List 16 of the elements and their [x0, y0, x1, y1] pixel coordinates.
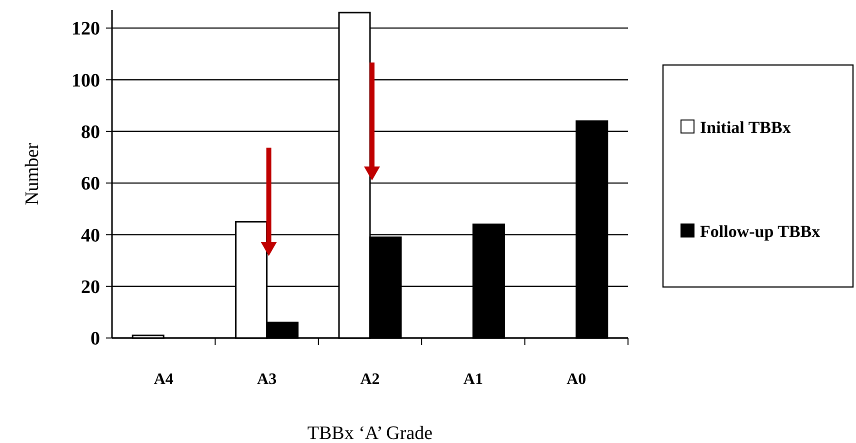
- y-tick-label: 0: [90, 328, 100, 350]
- y-axis-title: Number: [22, 142, 43, 206]
- y-tick-label: 120: [72, 18, 100, 40]
- x-axis-title: TBBx ‘A’ Grade: [307, 423, 433, 443]
- x-tick-label: A2: [360, 371, 380, 388]
- x-tick-label: A1: [463, 371, 483, 388]
- y-tick-label: 80: [81, 122, 100, 144]
- y-tick-label: 20: [81, 276, 100, 298]
- legend-label: Follow-up TBBx: [700, 222, 821, 241]
- x-tick-label: A4: [154, 371, 174, 388]
- x-tick-label: A0: [566, 371, 586, 388]
- y-tick-label: 100: [72, 70, 100, 92]
- y-tick-label: 40: [81, 225, 100, 246]
- legend-label: Initial TBBx: [700, 118, 792, 137]
- y-tick-label: 60: [81, 174, 100, 195]
- x-tick-label: A3: [257, 371, 277, 388]
